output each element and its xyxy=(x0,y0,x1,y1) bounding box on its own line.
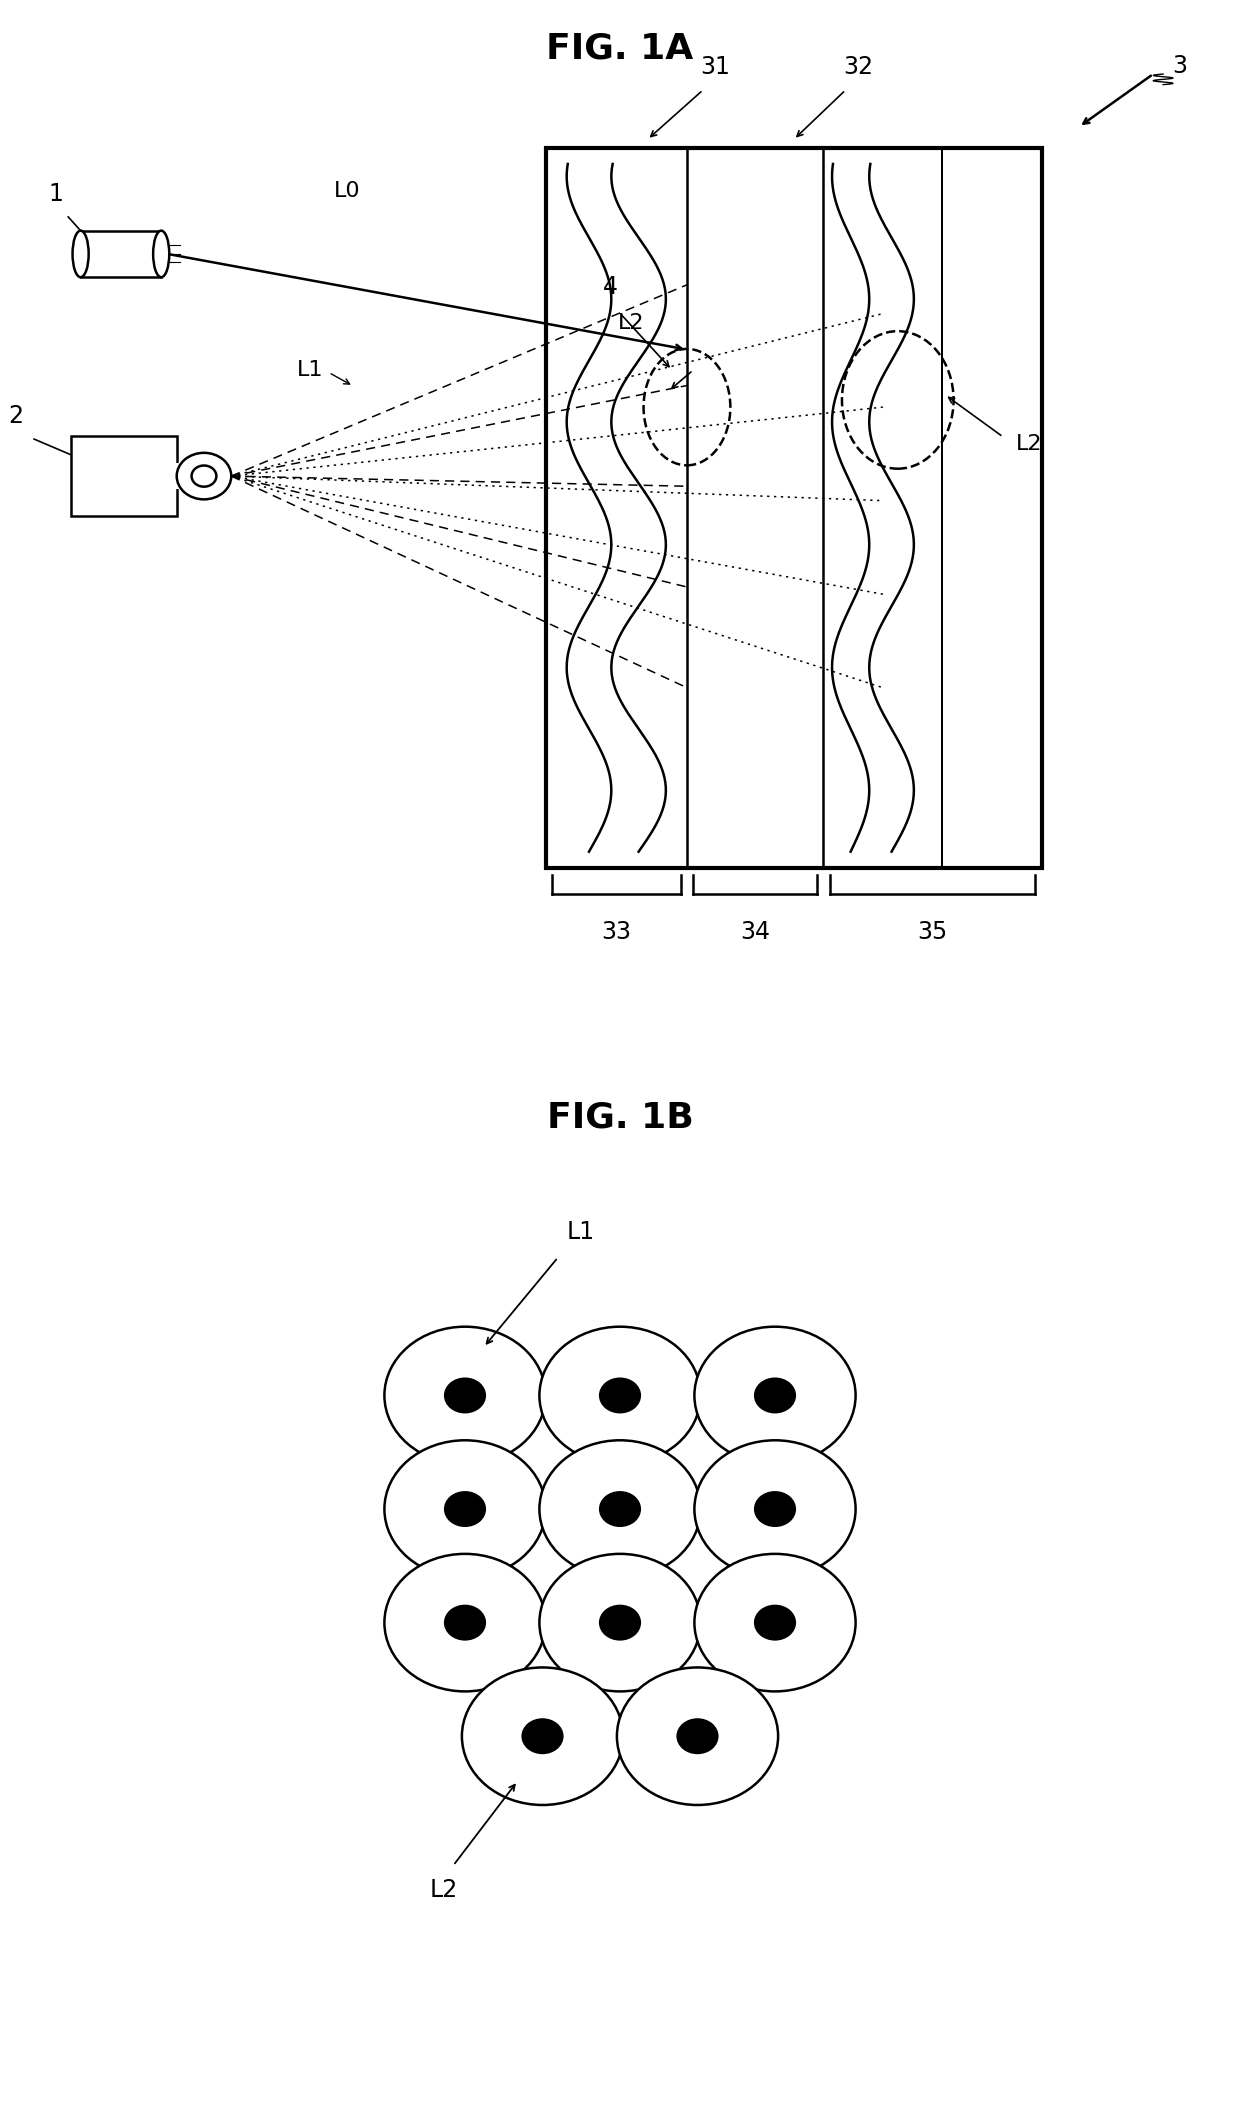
Circle shape xyxy=(599,1378,641,1413)
Text: 32: 32 xyxy=(843,55,873,78)
Circle shape xyxy=(754,1378,796,1413)
Circle shape xyxy=(444,1604,486,1640)
Circle shape xyxy=(191,466,216,487)
Circle shape xyxy=(539,1441,701,1579)
Text: 1: 1 xyxy=(48,182,63,205)
Text: 34: 34 xyxy=(740,920,770,944)
Bar xyxy=(546,148,1042,868)
Circle shape xyxy=(461,1667,624,1805)
Text: L2: L2 xyxy=(618,313,645,332)
Ellipse shape xyxy=(154,231,169,277)
Circle shape xyxy=(444,1492,486,1528)
Text: 35: 35 xyxy=(918,920,947,944)
Circle shape xyxy=(618,1667,779,1805)
Text: L1: L1 xyxy=(567,1219,595,1244)
Circle shape xyxy=(677,1718,719,1754)
Circle shape xyxy=(521,1718,563,1754)
Circle shape xyxy=(384,1327,546,1464)
Ellipse shape xyxy=(73,231,89,277)
Circle shape xyxy=(384,1441,546,1579)
Circle shape xyxy=(694,1441,856,1579)
Circle shape xyxy=(539,1327,701,1464)
Circle shape xyxy=(754,1604,796,1640)
Circle shape xyxy=(599,1604,641,1640)
Circle shape xyxy=(444,1378,486,1413)
Text: 4: 4 xyxy=(603,275,618,298)
Text: FIG. 1A: FIG. 1A xyxy=(547,32,693,66)
Text: FIG. 1B: FIG. 1B xyxy=(547,1100,693,1134)
Text: 33: 33 xyxy=(601,920,631,944)
Bar xyxy=(171,463,201,489)
Circle shape xyxy=(694,1327,856,1464)
Circle shape xyxy=(754,1492,796,1528)
Text: L2: L2 xyxy=(429,1879,458,1902)
Text: L1: L1 xyxy=(296,360,324,381)
Text: L0: L0 xyxy=(334,182,361,201)
Circle shape xyxy=(599,1492,641,1528)
Bar xyxy=(81,231,161,277)
Circle shape xyxy=(539,1553,701,1691)
Circle shape xyxy=(694,1553,856,1691)
Circle shape xyxy=(176,453,231,499)
Circle shape xyxy=(384,1553,546,1691)
Text: 31: 31 xyxy=(701,55,730,78)
Bar xyxy=(71,436,176,516)
Text: L2: L2 xyxy=(1016,434,1042,455)
Text: 2: 2 xyxy=(7,404,24,427)
Text: 3: 3 xyxy=(1172,53,1187,78)
